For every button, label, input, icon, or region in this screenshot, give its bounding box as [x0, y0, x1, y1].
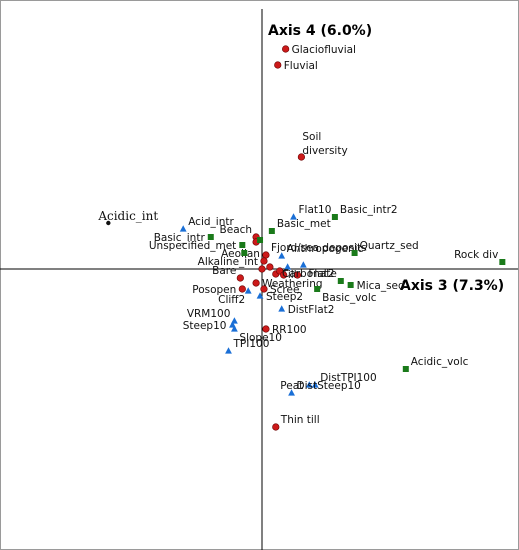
fluvial-circle-marker [274, 61, 282, 69]
soil-diversity-circle-marker [297, 153, 306, 161]
scree-circle-marker [260, 285, 268, 293]
posopen-circle-marker [238, 285, 246, 293]
basic-met-label: Basic_met [277, 218, 331, 230]
acidic-volc-square-marker [402, 366, 409, 372]
distflat2-label: DistFlat2 [288, 304, 335, 316]
basic-intr-square-marker [207, 234, 214, 240]
steep10-label: Steep10 [183, 320, 227, 332]
unlabeled-38-square-marker [257, 237, 264, 243]
peat-label: Peat [280, 380, 303, 392]
x-axis-title: Axis 3 (7.3%) [400, 278, 504, 294]
beach-label: Beach [220, 224, 253, 236]
unlabeled-23-triangle-marker [284, 263, 292, 270]
unlabeled-41-square-marker [241, 250, 248, 256]
basic-volc-square-marker [314, 286, 321, 292]
basic-intr2-label: Basic_intr2 [340, 204, 398, 216]
cliff2-label: Cliff2 [218, 294, 245, 306]
disttpi100-triangle-marker [311, 381, 319, 388]
fluvial-label: Fluvial [284, 60, 318, 72]
flat2-triangle-marker [299, 261, 307, 268]
acid-intr-label: Acid_intr [188, 216, 234, 228]
rr100-label: RR100 [272, 324, 307, 336]
glaciofluvial-circle-marker [282, 45, 290, 53]
slope10-label: Slope10 [239, 332, 281, 344]
unlabeled-10-circle-marker [266, 263, 274, 271]
flat10-label: Flat10 [299, 204, 332, 216]
acidic-int-label: Acidic_int [97, 209, 158, 223]
distflat2-triangle-marker [278, 305, 286, 312]
quartz-sed-label: Quartz_sed [360, 240, 419, 252]
carbonate-label: Carbonate [282, 268, 337, 280]
thin-till-label: Thin till [280, 414, 320, 426]
bare-circle-marker [236, 274, 244, 282]
rock-div-label: Rock div [454, 249, 498, 261]
vrm100-label: VRM100 [187, 308, 231, 320]
weathering-circle-marker [252, 279, 260, 287]
thin-till-circle-marker [272, 423, 280, 431]
mica-sed-square-marker [347, 282, 354, 288]
weathering-label: Weathering [262, 278, 322, 290]
bare-label: Bare [212, 265, 236, 277]
y-axis-title: Axis 4 (6.0%) [268, 23, 372, 39]
unlabeled-11-circle-marker [280, 271, 288, 279]
aeolian-label: Aeolian [221, 248, 260, 260]
points-layer: Glaciofluvial Fluvial Soil diversity Beach Fj… [97, 44, 506, 431]
tpi100-triangle-marker [225, 347, 232, 354]
steep2-label: Steep2 [266, 291, 303, 303]
slope10-triangle-marker [231, 325, 238, 332]
fjord-sea-deposits-circle-marker [262, 251, 270, 259]
aeolian-circle-marker [260, 257, 268, 265]
tpi100-label: TPI100 [233, 338, 270, 350]
cliff2-triangle-marker [244, 287, 252, 294]
acid-intr-triangle-marker [179, 225, 187, 232]
disttpi100-label: DistTPI100 [320, 372, 376, 384]
basic-intr2-square-marker [331, 214, 338, 220]
flat2-label: Flat2 [308, 268, 334, 280]
alkaline-int-circle-marker [258, 265, 266, 273]
rock-div-square-marker [499, 259, 506, 265]
quartz-sed-square-marker [351, 250, 358, 256]
diststeep10-label: DistSteep10 [297, 380, 361, 392]
anthropogenic-triangle-marker [278, 252, 286, 259]
acidic-volc-label: Acidic_volc [411, 356, 469, 368]
basic-volc-label: Basic_volc [322, 292, 377, 304]
scree-label: Scree [270, 284, 299, 296]
peat-triangle-marker [305, 381, 313, 388]
unspecified-met-label: Unspecified_met [149, 240, 236, 252]
glaciofluvial-label: Glaciofluvial [292, 44, 356, 56]
alkaline-int-label: Alkaline_int [198, 256, 258, 268]
basic-met-square-marker [268, 228, 275, 234]
diststeep10-triangle-marker [288, 389, 295, 396]
acidic-int-dot-marker [106, 220, 111, 226]
basic-intr-label: Basic_intr [154, 232, 206, 244]
soil-diversity-label: Soil diversity [302, 131, 347, 157]
mica-sed-label: Mica_sed [357, 280, 405, 292]
posopen-label: Posopen [192, 284, 236, 296]
flat10-triangle-marker [290, 213, 297, 220]
unlabeled-12-circle-marker [293, 271, 302, 279]
rr100-circle-marker [262, 325, 270, 333]
carbonate-square-marker [337, 278, 344, 284]
anthropogenic-label: Anthropogenic [287, 243, 364, 255]
fjord-sea-deposits-label: Fjord/sea deposits [271, 242, 367, 254]
steep2-triangle-marker [256, 292, 264, 299]
unspecified-met-square-marker [239, 242, 246, 248]
